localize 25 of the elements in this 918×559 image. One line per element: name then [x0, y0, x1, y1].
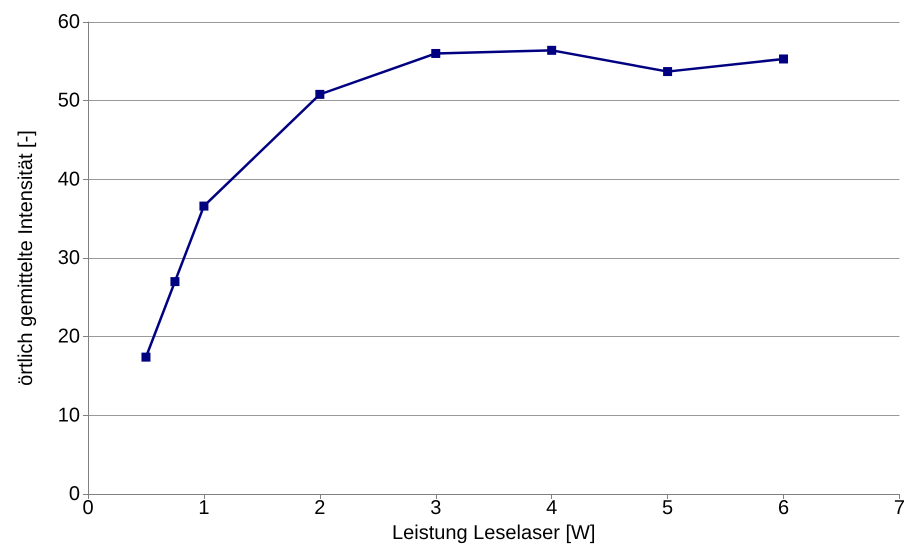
x-tick-label: 7: [894, 497, 905, 519]
point: [547, 46, 556, 55]
x-tick-label: 5: [662, 497, 674, 519]
y-tick-label: 10: [58, 404, 80, 426]
y-tick-label: 60: [58, 11, 80, 33]
x-tick-label: 1: [198, 497, 210, 519]
x-tick-label: 4: [546, 497, 558, 519]
x-tick-label: 3: [430, 497, 442, 519]
x-tick-label: 2: [314, 497, 326, 519]
point: [141, 352, 150, 362]
point: [431, 48, 440, 58]
x-axis-title: Leistung Leselaser [W]: [392, 522, 596, 544]
point: [170, 277, 180, 286]
y-tick-label: 0: [68, 483, 80, 505]
y-tick-label: 20: [58, 326, 80, 348]
point: [779, 54, 788, 64]
y-tick-label: 50: [58, 90, 80, 112]
x-tick-label: 0: [82, 497, 94, 519]
y-tick-label: 40: [58, 168, 80, 190]
y-tick-label: 30: [58, 247, 80, 269]
point: [199, 202, 208, 211]
point: [663, 67, 672, 76]
y-axis-title: örtlich gemittelte Intensität [-]: [15, 130, 37, 386]
x-tick-label: 6: [778, 497, 790, 519]
point: [315, 90, 324, 99]
